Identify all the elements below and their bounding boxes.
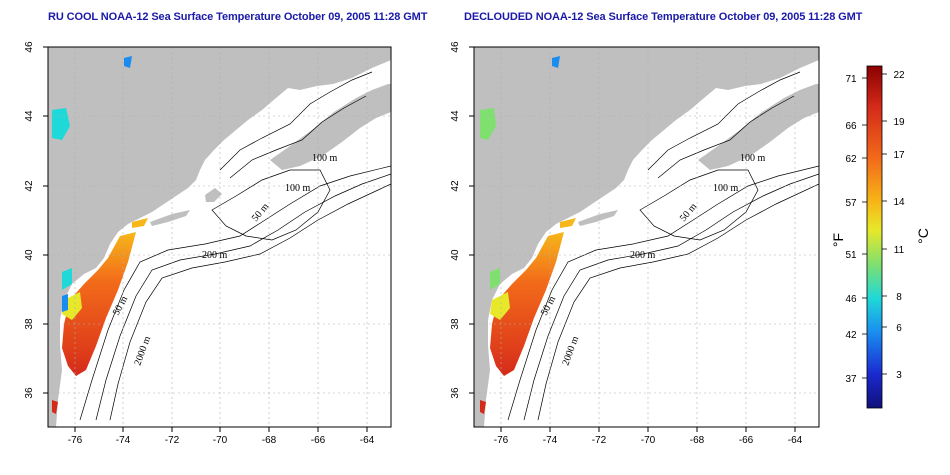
lat-tick-label: 40 <box>450 249 461 261</box>
contour-label: 50 m <box>250 201 272 224</box>
lat-tick-label: 44 <box>24 110 35 122</box>
right-map-title: DECLOUDED NOAA-12 Sea Surface Temperatur… <box>464 11 863 23</box>
sst-ny-bight <box>560 218 576 228</box>
lat-tick-label: 44 <box>450 110 461 122</box>
lon-tick-label: -70 <box>641 435 656 446</box>
contour-label: 100 m <box>713 183 739 194</box>
sst-inland-blue <box>552 56 560 68</box>
temperature-colorbar: 71 66 62 57 51 46 42 37 22 19 17 14 11 8… <box>830 65 931 409</box>
lat-tick-label: 40 <box>24 249 35 261</box>
contour-label: 2000 m <box>560 335 581 367</box>
contour-label: 50 m <box>678 201 700 224</box>
long-island <box>578 210 618 226</box>
sst-inland-blue <box>124 56 132 68</box>
lon-tick-label: -68 <box>690 435 705 446</box>
colorbar-gradient <box>866 65 883 409</box>
lon-tick-label: -68 <box>262 435 277 446</box>
celsius-tick: 8 <box>896 292 902 303</box>
lon-tick-label: -66 <box>739 435 754 446</box>
contour-label: 100 m <box>740 153 766 164</box>
lon-tick-label: -72 <box>592 435 607 446</box>
sst-south-red <box>52 400 58 414</box>
right-sst-map: 100 m 100 m 50 m 200 m 50 m 2000 m -76 -… <box>450 41 820 446</box>
lon-tick-label: -64 <box>360 435 375 446</box>
sst-delaware <box>490 292 510 320</box>
lon-tick-label: -66 <box>311 435 326 446</box>
celsius-tick: 19 <box>893 117 905 128</box>
fahrenheit-unit-label: °F <box>830 233 846 247</box>
celsius-tick: 3 <box>896 370 902 381</box>
lat-tick-label: 36 <box>450 387 461 399</box>
sst-gulf-of-maine-cool <box>52 108 70 140</box>
sst-coastal-swath <box>490 232 564 376</box>
cape-cod <box>205 188 222 202</box>
lon-tick-label: -64 <box>788 435 803 446</box>
lon-tick-label: -76 <box>68 435 83 446</box>
lon-tick-label: -74 <box>116 435 131 446</box>
map-frame <box>473 46 820 428</box>
fahrenheit-tick: 51 <box>845 250 857 261</box>
lat-tick-label: 38 <box>24 318 35 330</box>
sst-south-red <box>480 400 486 414</box>
lat-tick-label: 42 <box>24 180 35 192</box>
celsius-unit-label: °C <box>915 228 931 244</box>
land-mass <box>48 47 391 427</box>
fahrenheit-tick: 46 <box>845 294 857 305</box>
contour-label: 2000 m <box>132 335 153 367</box>
fahrenheit-tick: 42 <box>845 330 857 341</box>
lat-tick-label: 38 <box>450 318 461 330</box>
lon-tick-label: -70 <box>213 435 228 446</box>
fahrenheit-tick: 62 <box>845 154 857 165</box>
sst-chesapeake-cool <box>62 268 72 290</box>
left-map-title: RU COOL NOAA-12 Sea Surface Temperature … <box>48 11 428 23</box>
contour-label: 100 m <box>312 153 338 164</box>
nova-scotia <box>270 84 391 170</box>
lat-tick-label: 36 <box>24 387 35 399</box>
nova-scotia <box>698 84 819 170</box>
lat-lon-grid <box>474 47 819 427</box>
sst-chesapeake-cool <box>490 268 500 290</box>
celsius-tick: 11 <box>894 245 905 256</box>
fahrenheit-tick: 71 <box>845 74 857 85</box>
celsius-tick: 6 <box>896 323 902 334</box>
lon-tick-label: -76 <box>494 435 509 446</box>
lon-tick-label: -74 <box>543 435 558 446</box>
contour-label: 200 m <box>630 250 656 261</box>
celsius-tick: 22 <box>893 70 905 81</box>
lon-tick-label: -72 <box>165 435 180 446</box>
land-mass <box>474 47 819 427</box>
sst-coastal-swath <box>62 232 136 376</box>
contour-label: 100 m <box>285 183 311 194</box>
celsius-tick: 17 <box>893 150 905 161</box>
fahrenheit-tick: 37 <box>845 374 857 385</box>
lat-tick-label: 46 <box>450 41 461 53</box>
sst-bay-blue <box>62 294 68 312</box>
left-sst-map: 100 m 100 m 50 m 200 m 50 m 2000 m -76 -… <box>24 41 392 446</box>
sst-ny-bight <box>132 218 148 228</box>
fahrenheit-tick: 66 <box>845 121 857 132</box>
lat-tick-label: 46 <box>24 41 35 53</box>
depth-contours <box>507 71 819 421</box>
fahrenheit-tick: 57 <box>845 198 857 209</box>
contour-label: 200 m <box>202 250 228 261</box>
lat-tick-label: 42 <box>450 180 461 192</box>
long-island <box>150 210 190 226</box>
celsius-tick: 14 <box>893 197 905 208</box>
lat-lon-grid <box>48 47 391 427</box>
